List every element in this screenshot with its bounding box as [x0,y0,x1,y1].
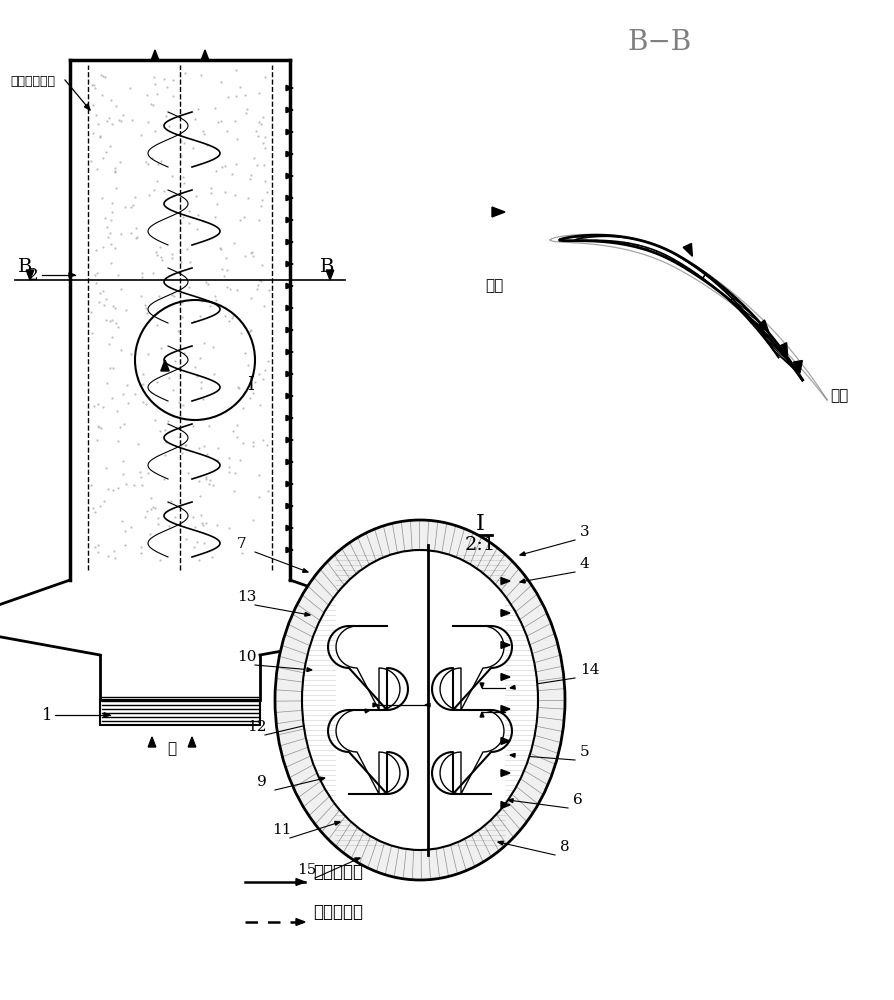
Ellipse shape [274,520,564,880]
Text: B: B [18,258,32,276]
Polygon shape [519,579,525,583]
Text: I: I [247,376,254,394]
Polygon shape [104,713,110,717]
Text: 10: 10 [237,650,257,664]
Text: ：冷气流向: ：冷气流向 [313,863,363,881]
Polygon shape [296,919,305,925]
Polygon shape [364,709,369,713]
Polygon shape [286,481,292,487]
Polygon shape [286,151,292,157]
Text: 11: 11 [272,823,291,837]
Text: B−B: B−B [628,29,691,56]
Text: 4: 4 [579,557,589,571]
Text: 13: 13 [237,590,256,604]
Polygon shape [200,50,209,61]
Polygon shape [286,261,292,267]
Polygon shape [497,841,502,845]
Text: 7: 7 [237,537,247,551]
Polygon shape [501,578,510,584]
Polygon shape [302,569,308,572]
Polygon shape [325,270,333,280]
Text: 14: 14 [579,663,599,677]
Polygon shape [778,343,787,356]
Polygon shape [286,217,292,223]
Polygon shape [682,243,692,256]
Text: 15: 15 [297,863,316,877]
Polygon shape [151,50,159,61]
Polygon shape [148,737,156,747]
Polygon shape [501,770,510,776]
Polygon shape [26,270,34,280]
Polygon shape [161,360,169,371]
Text: 1: 1 [42,707,53,724]
Polygon shape [792,361,801,373]
Text: I: I [475,513,484,535]
Polygon shape [373,703,377,707]
Ellipse shape [301,550,537,850]
Polygon shape [286,459,292,465]
Polygon shape [286,283,292,289]
Text: 12: 12 [247,720,266,734]
Text: ：燃气流向: ：燃气流向 [313,903,363,921]
Polygon shape [501,610,510,616]
Polygon shape [286,547,292,553]
Text: 气: 气 [167,741,176,756]
Polygon shape [286,107,292,113]
Text: 2: 2 [28,267,38,284]
Text: 9: 9 [257,775,266,789]
Polygon shape [510,753,515,757]
Polygon shape [286,393,292,399]
Polygon shape [286,327,292,333]
Polygon shape [425,703,429,707]
Text: 3: 3 [579,525,589,539]
Polygon shape [188,737,196,747]
Polygon shape [319,777,325,781]
Polygon shape [307,668,312,672]
Polygon shape [334,821,340,825]
Polygon shape [296,879,305,885]
Polygon shape [479,712,484,717]
Text: 8: 8 [560,840,569,854]
Polygon shape [286,85,292,91]
Polygon shape [479,683,484,688]
Polygon shape [286,503,292,509]
Polygon shape [560,235,802,380]
Polygon shape [286,371,292,377]
Text: B: B [320,258,334,276]
Polygon shape [286,195,292,201]
Polygon shape [286,437,292,443]
Polygon shape [286,415,292,421]
Polygon shape [501,802,510,808]
Polygon shape [286,349,292,355]
Text: 6: 6 [572,793,582,807]
Text: 2:1: 2:1 [464,536,495,554]
Polygon shape [286,129,292,135]
Bar [100,700,260,725]
Polygon shape [756,320,768,332]
Polygon shape [492,207,504,217]
Polygon shape [84,104,90,110]
Text: 气膜孔未示出: 气膜孔未示出 [10,75,55,88]
Polygon shape [519,552,525,556]
Polygon shape [69,273,75,277]
Polygon shape [510,685,515,689]
Polygon shape [501,706,510,712]
Polygon shape [305,612,309,616]
Polygon shape [508,799,512,803]
Polygon shape [286,239,292,245]
Text: 冷气: 冷气 [829,388,848,403]
Text: 5: 5 [579,745,589,759]
Polygon shape [501,738,510,744]
Polygon shape [286,305,292,311]
Polygon shape [286,525,292,531]
Polygon shape [286,173,292,179]
Text: 燃气: 燃气 [485,278,502,293]
Polygon shape [501,674,510,680]
Polygon shape [501,642,510,648]
Polygon shape [354,858,359,861]
